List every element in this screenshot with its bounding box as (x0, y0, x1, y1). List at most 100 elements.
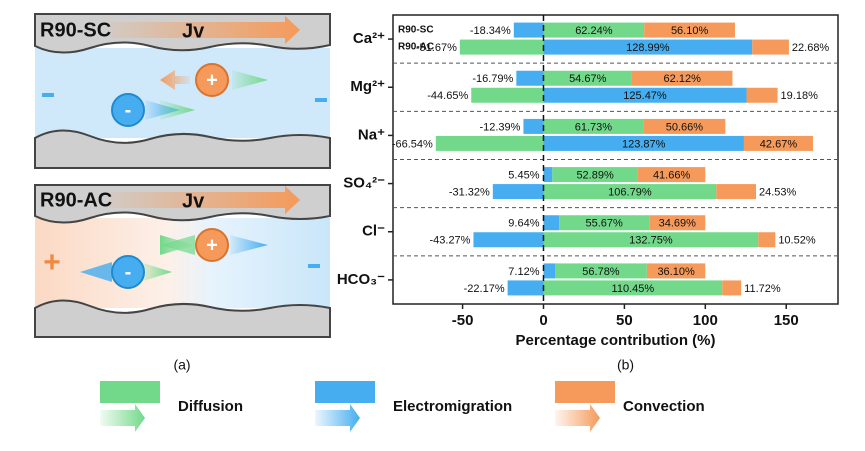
value-label: 128.99% (626, 42, 670, 54)
bar-segment (543, 87, 747, 103)
value-label: 5.45% (508, 169, 539, 181)
x-tick-label: 50 (616, 312, 633, 329)
value-label: 34.69% (659, 218, 697, 230)
bar-segment (646, 263, 706, 279)
value-label: 61.73% (575, 121, 613, 133)
caption: (a) (173, 357, 190, 373)
value-label: -16.79% (472, 73, 513, 85)
value-label: -22.17% (464, 283, 505, 295)
legend-arrow (315, 404, 360, 432)
value-label: 123.87% (622, 138, 666, 150)
bar-segment (492, 184, 544, 200)
bar-segment (513, 22, 544, 38)
value-label: 125.47% (623, 90, 667, 102)
panel-label: R90-SC (40, 19, 111, 41)
bar-segment (555, 263, 647, 279)
bar-segment (543, 167, 553, 183)
bar-segment (543, 135, 744, 151)
value-label: 7.12% (508, 266, 539, 278)
value-label: -43.27% (429, 235, 470, 247)
row-label: R90-SC (398, 25, 434, 36)
bar-segment (631, 70, 733, 86)
bar-segment (649, 215, 706, 231)
bar-segment (716, 184, 756, 200)
bar-segment (516, 70, 544, 86)
y-tick-label: Cl⁻ (362, 223, 385, 240)
bar-segment (543, 22, 645, 38)
bar-segment (473, 232, 544, 248)
legend-swatch (100, 381, 160, 403)
x-tick-label: 150 (774, 312, 799, 329)
panel-label: R90-AC (40, 189, 112, 211)
value-label: 10.52% (778, 235, 816, 247)
caption: (b) (617, 357, 634, 373)
x-tick-label: 0 (539, 312, 547, 329)
panel-ac: R90-AC Jv + + - (34, 184, 331, 338)
value-label: -51.67% (416, 42, 457, 54)
value-label: 54.67% (569, 73, 607, 85)
value-label: 55.67% (585, 218, 623, 230)
bar-segment (543, 118, 644, 134)
legend-arrow (100, 404, 145, 432)
bar-segment (543, 70, 632, 86)
bar-segment (543, 39, 753, 55)
bar-segment (543, 215, 560, 231)
value-label: 36.10% (657, 266, 695, 278)
x-axis-label: Percentage contribution (%) (515, 332, 715, 349)
legend-label: Diffusion (178, 398, 243, 415)
y-tick-label: Na⁺ (358, 126, 385, 143)
legend-arrow (555, 404, 600, 432)
value-label: 11.72% (744, 283, 781, 295)
bar-segment (543, 280, 723, 296)
value-label: 62.24% (575, 25, 613, 37)
bar-segment (722, 280, 742, 296)
legend-swatch (555, 381, 615, 403)
bar-segment (758, 232, 776, 248)
plus-sign: + (206, 69, 218, 91)
value-label: 62.12% (664, 73, 702, 85)
bar-segment (435, 135, 544, 151)
value-label: 106.79% (608, 186, 652, 198)
row-label: R90-AC (398, 42, 434, 53)
y-tick-label: Mg²⁺ (350, 78, 385, 95)
legend-swatch (315, 381, 375, 403)
bar-segment (507, 280, 544, 296)
flux-label: Jv (182, 190, 205, 212)
minus-sign: - (125, 99, 132, 121)
value-label: -44.65% (427, 90, 468, 102)
bar-segment (552, 167, 638, 183)
value-label: -66.54% (392, 138, 433, 150)
value-label: 50.66% (666, 121, 704, 133)
y-tick-label: SO₄²⁻ (343, 175, 385, 192)
bar-segment (752, 39, 789, 55)
value-label: -18.34% (470, 25, 511, 37)
bar-segment (559, 215, 650, 231)
plus-sign: + (43, 246, 61, 279)
y-tick-label: Ca²⁺ (353, 30, 385, 47)
value-label: 110.45% (612, 283, 655, 295)
value-label: 56.78% (582, 266, 620, 278)
bar-segment (746, 87, 778, 103)
value-label: 41.66% (653, 169, 691, 181)
bar-segment (643, 118, 726, 134)
value-label: 9.64% (508, 218, 539, 230)
value-label: 52.89% (576, 169, 614, 181)
x-tick-label: 100 (693, 312, 718, 329)
bar-segment (644, 22, 735, 38)
panel-sc: R90-SC Jv + - (34, 13, 331, 169)
flux-label: Jv (182, 20, 205, 42)
value-label: 22.68% (792, 42, 830, 54)
x-tick-label: -50 (452, 312, 474, 329)
value-label: -31.32% (449, 186, 490, 198)
bar-segment (459, 39, 544, 55)
value-label: 19.18% (781, 90, 819, 102)
value-label: 56.10% (671, 25, 709, 37)
bar-segment (523, 118, 544, 134)
bar-segment (471, 87, 544, 103)
value-label: 132.75% (629, 235, 673, 247)
bar-segment (637, 167, 706, 183)
value-label: -12.39% (479, 121, 520, 133)
y-tick-label: HCO₃⁻ (337, 271, 385, 288)
bar-segment (543, 232, 759, 248)
